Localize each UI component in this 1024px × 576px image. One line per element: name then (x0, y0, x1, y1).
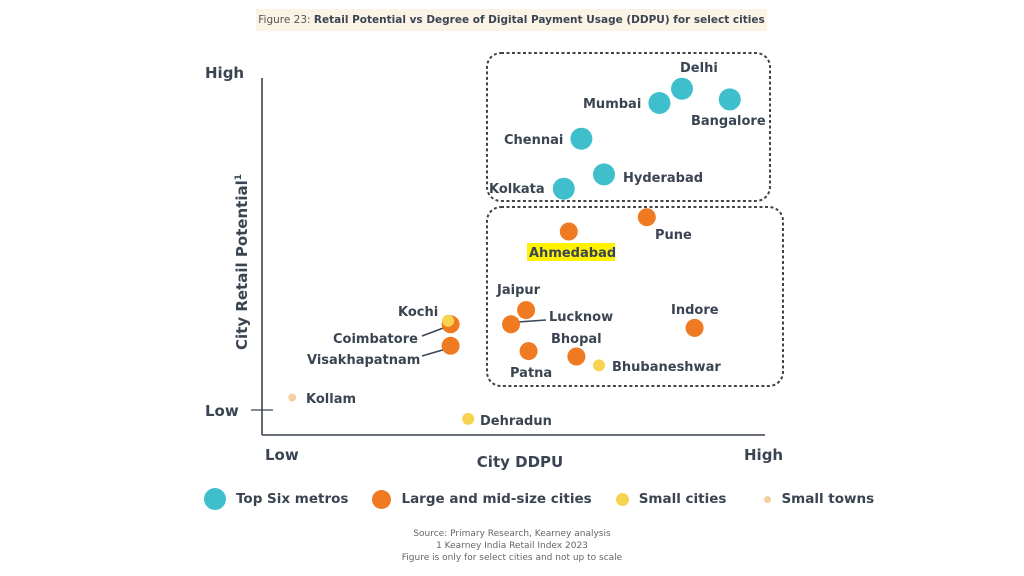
legend-swatch-small-cities (615, 492, 629, 506)
footnote-line: 1 Kearney India Retail Index 2023 (436, 541, 588, 551)
label-visakhapatnam: Visakhapatnam (307, 353, 420, 368)
leader-line-lucknow (517, 319, 547, 323)
legend-item-large-mid-cities: Large and mid-size cities (372, 489, 592, 509)
y-axis-label-sup: 1 (234, 174, 244, 180)
figure-title: Figure 23: Retail Potential vs Degree of… (256, 9, 767, 31)
x-axis-label: City DDPU (477, 453, 563, 471)
large-cities-cluster-box (486, 206, 784, 387)
figure-title-text: Retail Potential vs Degree of Digital Pa… (313, 14, 765, 26)
label-patna: Patna (510, 366, 552, 381)
figure-prefix: Figure 23: (258, 14, 314, 26)
x-tick-high: High (744, 446, 783, 464)
leader-line-visakhapatnam (421, 348, 447, 357)
legend-swatch-metros (204, 488, 226, 510)
label-ahmedabad: Ahmedabad (529, 246, 616, 261)
label-chennai: Chennai (504, 133, 563, 148)
y-tick-high: High (205, 64, 244, 82)
source-notes: Source: Primary Research, Kearney analys… (300, 528, 724, 564)
legend-item-small-towns: Small towns (764, 491, 874, 507)
label-lucknow: Lucknow (549, 310, 613, 325)
label-delhi: Delhi (680, 61, 718, 76)
label-bhopal: Bhopal (551, 332, 602, 347)
point-chennai (570, 127, 593, 150)
point-kollam (288, 393, 297, 402)
ahmedabad-highlight (527, 243, 615, 261)
label-coimbatore: Coimbatore (333, 332, 418, 347)
x-tick-low: Low (265, 446, 299, 464)
legend-swatch-small-towns (764, 495, 772, 503)
legend-label: Small towns (781, 491, 875, 507)
point-visakhapatnam (441, 336, 460, 355)
point-bangalore (718, 88, 741, 111)
legend-label: Top Six metros (236, 491, 349, 507)
point-bhopal (567, 347, 586, 366)
data-points (288, 77, 741, 425)
point-jaipur (517, 301, 536, 320)
label-kollam: Kollam (306, 392, 356, 407)
point-ahmedabad (559, 222, 578, 241)
label-bhubaneshwar: Bhubaneshwar (612, 360, 721, 375)
point-kochi (442, 314, 455, 327)
point-pune (637, 208, 656, 227)
point-bhubaneshwar (593, 359, 605, 372)
legend: Top Six metros Large and mid-size cities… (204, 486, 898, 512)
point-patna (519, 342, 538, 361)
point-mumbai (648, 92, 671, 114)
label-pune: Pune (655, 228, 692, 243)
y-axis-label-text: City Retail Potential (233, 180, 251, 350)
label-jaipur: Jaipur (496, 283, 541, 298)
label-kochi: Kochi (398, 305, 438, 320)
point-kolkata (552, 177, 575, 200)
legend-label: Small cities (638, 491, 727, 507)
legend-item-small-cities: Small cities (615, 491, 727, 507)
label-dehradun: Dehradun (480, 414, 552, 429)
source-line: Source: Primary Research, Kearney analys… (413, 529, 611, 539)
point-hyderabad (593, 163, 615, 186)
leader-line-coimbatore (421, 326, 447, 337)
metros-cluster-box (486, 52, 771, 202)
legend-label: Large and mid-size cities (401, 491, 592, 507)
label-mumbai: Mumbai (583, 97, 641, 112)
point-lucknow (502, 315, 520, 334)
point-delhi (671, 77, 693, 100)
label-hyderabad: Hyderabad (623, 171, 703, 186)
label-bangalore: Bangalore (691, 114, 766, 129)
label-kolkata: Kolkata (489, 182, 545, 197)
disclaimer-line: Figure is only for select cities and not… (401, 553, 623, 563)
legend-item-top-six-metros: Top Six metros (204, 488, 348, 510)
y-tick-low: Low (205, 402, 239, 420)
y-axis-label: City Retail Potential1 (233, 174, 251, 350)
legend-swatch-large-cities (372, 489, 392, 509)
point-dehradun (462, 412, 475, 425)
label-indore: Indore (671, 303, 719, 318)
point-indore (685, 318, 704, 337)
